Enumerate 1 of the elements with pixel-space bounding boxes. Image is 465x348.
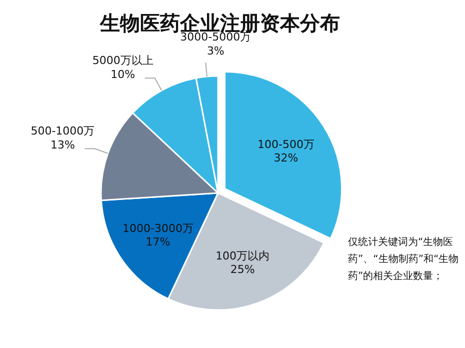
annotation: 仅统计关键词为“生物医药”、“生物制药”和“生物药”的相关企业数量； bbox=[348, 236, 460, 284]
